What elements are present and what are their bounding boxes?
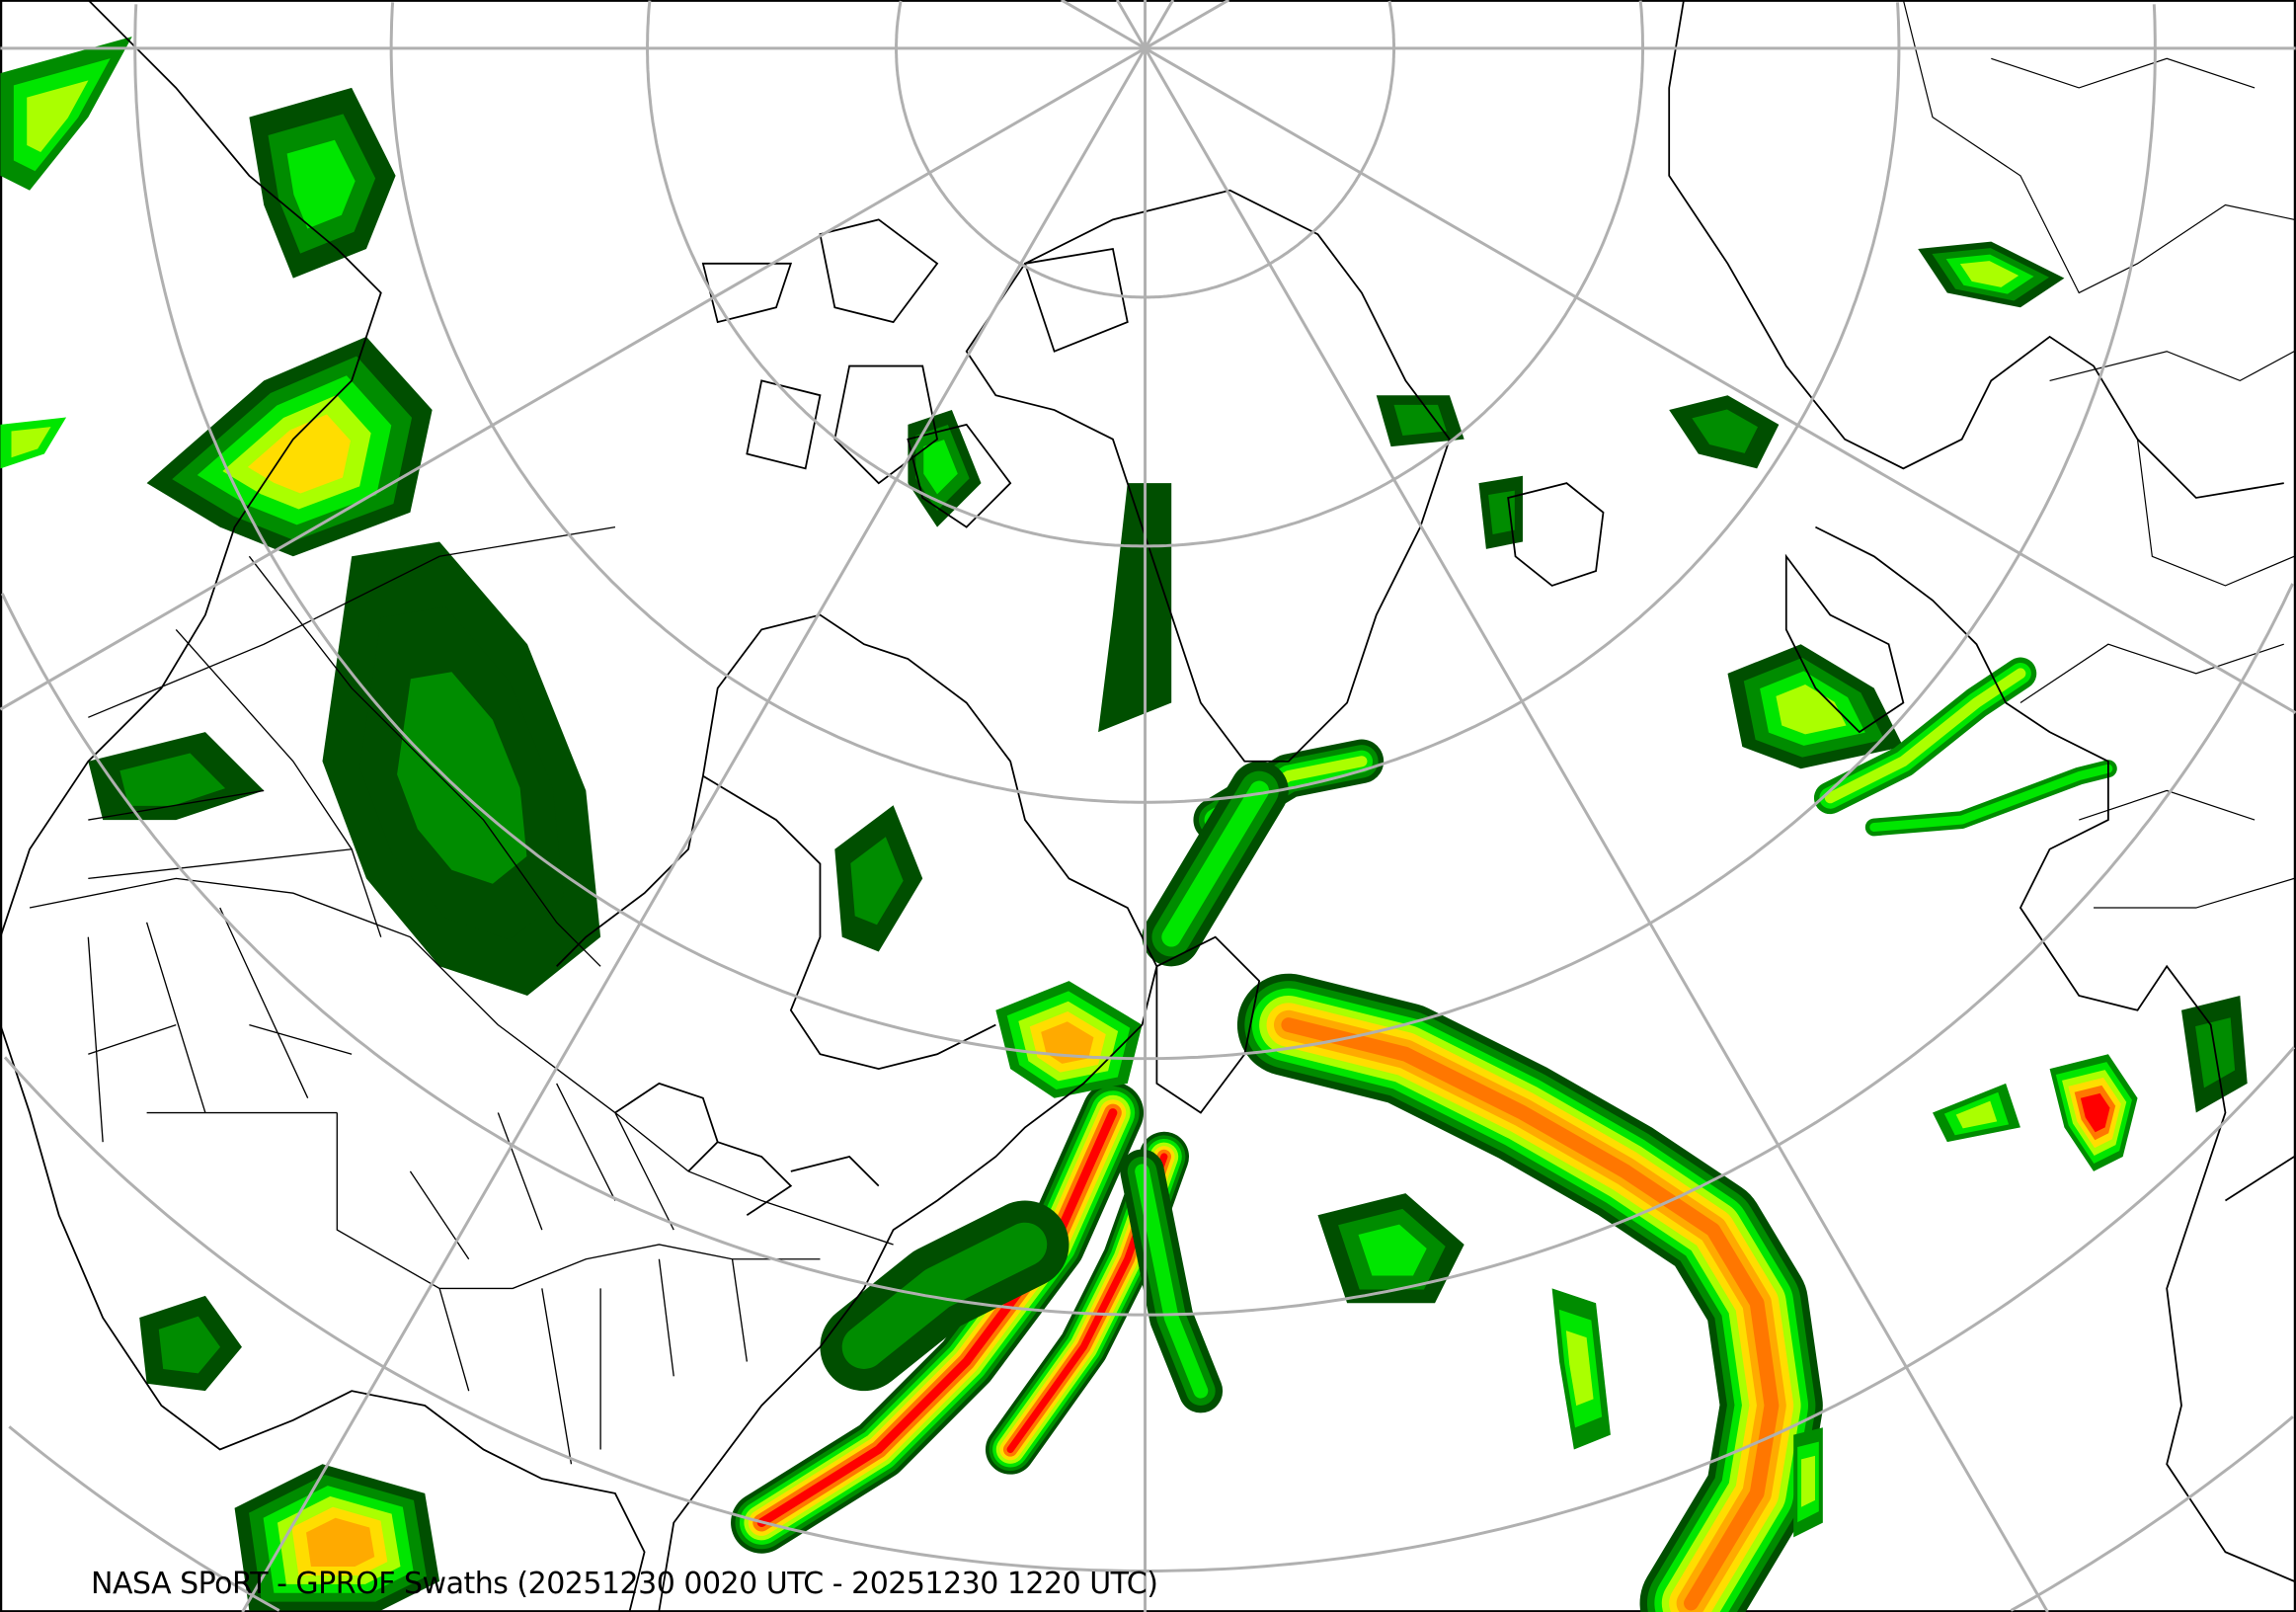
meridian-line [1115,0,1147,49]
precip-swath [756,1108,1118,1528]
meridian-line [1144,46,2296,714]
meridian-line [1144,47,2049,1612]
precip-cell [27,80,89,153]
precip-cell [1959,261,2019,287]
precip-cell [11,427,51,458]
precip-cell [2080,1092,2110,1133]
map-caption: NASA SPoRT - GPROF Swaths (20251230 0020… [91,1567,1158,1601]
precip-cell [850,837,904,926]
precip-cell [247,414,351,494]
precip-swath [1161,780,1270,947]
precip-cell [1565,1330,1594,1407]
precip-swath [1281,1017,1780,1611]
meridian-line [241,47,1147,1612]
meridian-line [0,46,1147,711]
hudson-bay-coast [702,774,996,1070]
latitude-circle [3,1046,2296,1572]
meridian-line [1144,0,1230,50]
precip-cell [1801,1455,1815,1507]
latitude-circle [8,1425,280,1612]
precip-cell [397,672,527,884]
precip-cell [1358,1224,1427,1276]
precip-swath [1869,764,2113,832]
precip-cell [923,440,958,495]
great-lakes [614,1082,880,1217]
precip-swath [1135,1164,1209,1399]
precip-swath [841,1222,1048,1369]
precip-cell [1692,409,1759,453]
europe-borders [1902,0,2295,909]
precip-cell [1776,684,1847,735]
greenland-coast [965,189,1451,763]
precip-cell [1955,1100,1998,1129]
us-canada-borders [29,525,894,1465]
latitude-circle [0,583,2294,1317]
precip-cell [158,1316,221,1374]
north-america-coast [0,0,1158,1611]
iceland-coast [1507,482,1605,587]
latitude-circle [2010,1415,2294,1612]
precip-cell [286,139,356,229]
europe-coast [1668,0,2295,1582]
precip-cell [1393,404,1447,436]
precip-cell [119,753,226,806]
meridian-line [1144,0,1175,49]
precip-cell [306,1517,375,1568]
meridian-line [1061,0,1147,50]
